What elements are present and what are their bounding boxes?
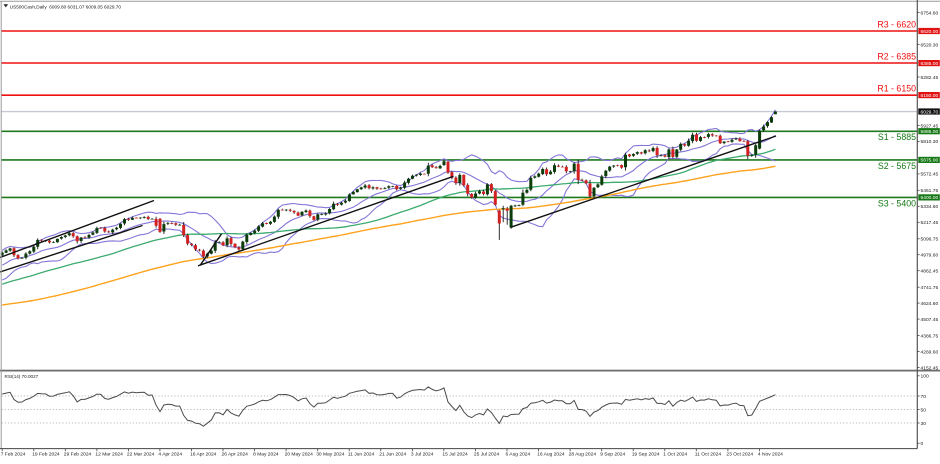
svg-text:S1 - 5885: S1 - 5885 [878,132,916,142]
svg-text:US500Cash,Daily 6009.80 6031.: US500Cash,Daily 6009.80 6031.07 6009.05 … [10,4,122,9]
svg-text:0: 0 [921,441,924,447]
svg-text:RSI(14) 70.0027: RSI(14) 70.0027 [5,374,39,379]
svg-text:4 Nov 2024: 4 Nov 2024 [758,452,783,458]
svg-text:22 Mar 2024: 22 Mar 2024 [127,452,155,458]
svg-text:R3 - 6620: R3 - 6620 [877,20,916,30]
svg-text:1 Oct 2024: 1 Oct 2024 [663,452,687,458]
svg-text:15 Jul 2024: 15 Jul 2024 [442,452,468,458]
svg-text:5885.00: 5885.00 [921,129,939,135]
svg-text:4507.45: 4507.45 [921,317,939,323]
svg-text:29 Feb 2024: 29 Feb 2024 [64,452,92,458]
svg-text:100: 100 [921,374,929,380]
svg-text:11 Oct 2024: 11 Oct 2024 [695,452,722,458]
svg-text:4624.60: 4624.60 [921,301,939,307]
svg-text:6754.60: 6754.60 [921,10,939,16]
svg-text:4 Apr 2024: 4 Apr 2024 [158,452,182,458]
svg-text:R2 - 6385: R2 - 6385 [877,52,916,62]
svg-text:6620.00: 6620.00 [921,29,939,35]
svg-text:S2 - 5675: S2 - 5675 [878,161,916,171]
svg-text:5096.75: 5096.75 [921,237,939,243]
svg-text:4741.75: 4741.75 [921,285,939,291]
svg-text:4862.45: 4862.45 [921,269,939,275]
svg-text:9 Sep 2024: 9 Sep 2024 [600,452,625,458]
svg-text:6282.45: 6282.45 [921,75,939,81]
svg-text:S3 - 5400: S3 - 5400 [878,198,916,208]
svg-text:6385.00: 6385.00 [921,61,939,67]
svg-text:3 Jul 2024: 3 Jul 2024 [411,452,434,458]
svg-text:5217.45: 5217.45 [921,220,939,226]
svg-text:20 May 2024: 20 May 2024 [285,452,314,458]
svg-text:70: 70 [921,394,927,400]
svg-text:5451.75: 5451.75 [921,188,939,194]
svg-text:16 Apr 2024: 16 Apr 2024 [190,452,217,458]
svg-text:30: 30 [921,421,927,427]
svg-text:8 May 2024: 8 May 2024 [253,452,279,458]
svg-text:21 Jun 2024: 21 Jun 2024 [379,452,406,458]
svg-text:4386.75: 4386.75 [921,333,939,339]
svg-text:16 Aug 2024: 16 Aug 2024 [537,452,565,458]
svg-text:5400.00: 5400.00 [921,195,939,201]
svg-text:6029.70: 6029.70 [921,109,939,115]
svg-text:R1 - 6150: R1 - 6150 [877,84,916,94]
svg-text:28 Aug 2024: 28 Aug 2024 [569,452,597,458]
svg-text:6 Aug 2024: 6 Aug 2024 [506,452,531,458]
svg-text:26 Apr 2024: 26 Apr 2024 [222,452,249,458]
svg-text:50: 50 [921,407,927,413]
svg-text:30 May 2024: 30 May 2024 [316,452,345,458]
svg-text:12 Mar 2024: 12 Mar 2024 [95,452,123,458]
svg-text:23 Oct 2024: 23 Oct 2024 [726,452,753,458]
svg-text:6520.30: 6520.30 [921,42,939,48]
svg-text:5675.00: 5675.00 [921,158,939,164]
svg-text:4979.60: 4979.60 [921,253,939,259]
svg-text:5810.30: 5810.30 [921,139,939,145]
svg-text:5927.45: 5927.45 [921,123,939,129]
svg-text:5572.45: 5572.45 [921,172,939,178]
svg-text:11 Jun 2024: 11 Jun 2024 [348,452,375,458]
svg-text:4152.45: 4152.45 [921,365,939,371]
svg-text:6150.00: 6150.00 [921,93,939,99]
svg-text:19 Feb 2024: 19 Feb 2024 [32,452,60,458]
svg-text:19 Sep 2024: 19 Sep 2024 [632,452,660,458]
svg-text:25 Jul 2024: 25 Jul 2024 [474,452,500,458]
svg-text:4269.60: 4269.60 [921,349,939,355]
svg-text:5334.60: 5334.60 [921,204,939,210]
svg-text:7 Feb 2024: 7 Feb 2024 [1,452,26,458]
